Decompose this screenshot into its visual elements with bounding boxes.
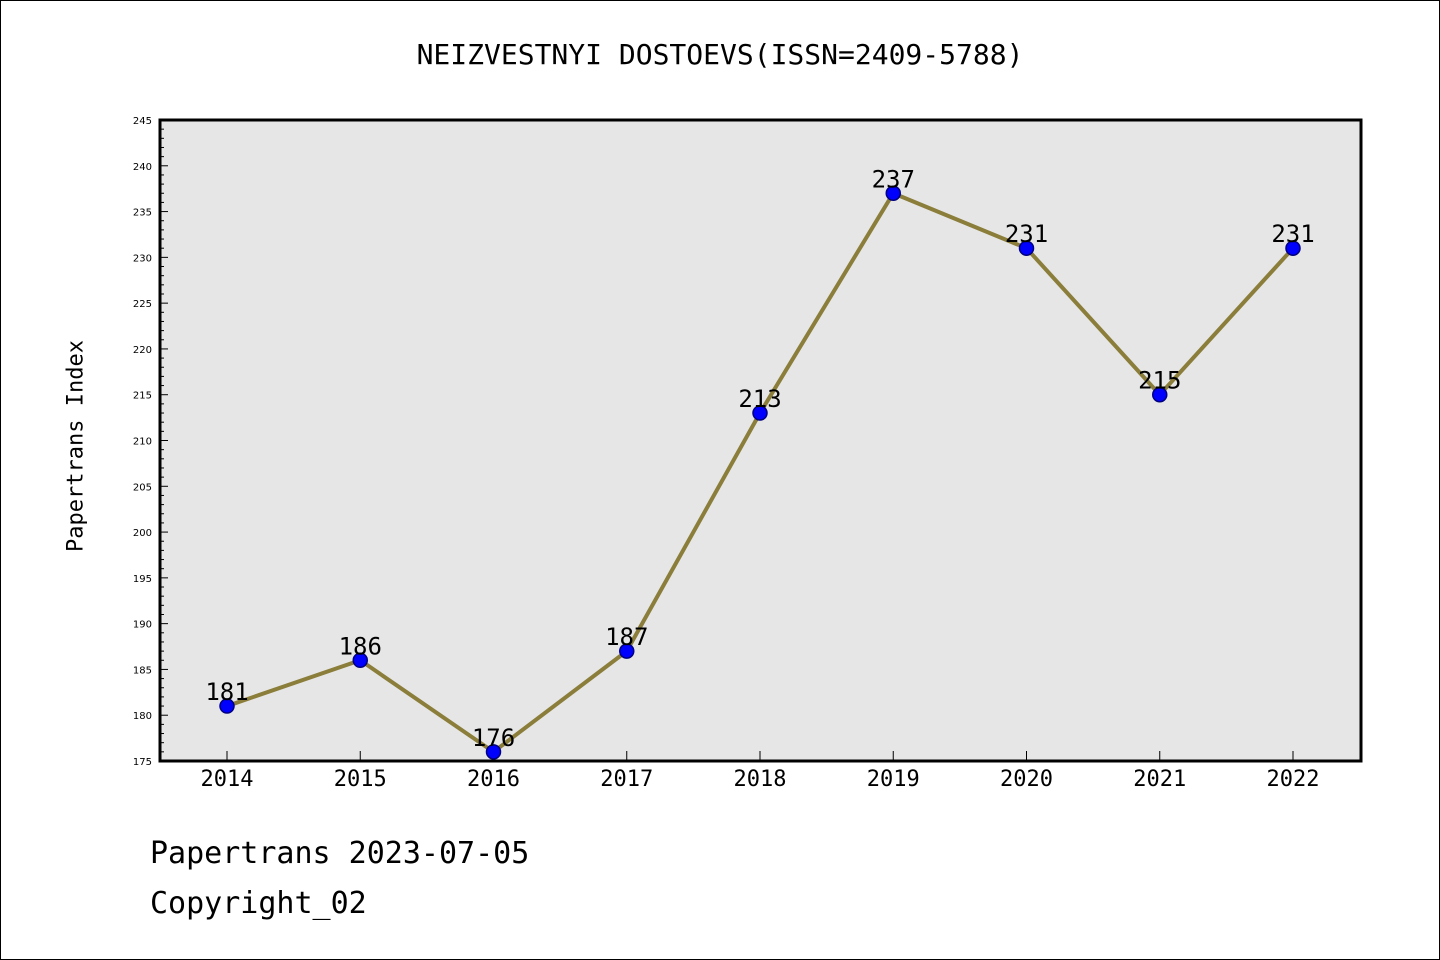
x-tick-label: 2019 — [867, 767, 920, 792]
x-tick-label: 2022 — [1267, 767, 1320, 792]
y-tick-label: 205 — [133, 482, 152, 493]
data-label: 231 — [1271, 220, 1314, 248]
x-tick-label: 2015 — [334, 767, 387, 792]
x-axis: 2014 2015 2016 2017 2018 2019 2020 2021 2022 — [201, 751, 1320, 792]
y-tick-label: 195 — [133, 574, 152, 585]
y-tick-label: 200 — [133, 528, 152, 539]
data-point — [619, 643, 635, 659]
data-label: 213 — [738, 385, 781, 413]
plot-area — [158, 118, 1363, 763]
data-point — [485, 744, 502, 760]
x-tick-label: 2020 — [1000, 767, 1053, 792]
y-tick-label: 230 — [133, 253, 152, 264]
x-tick-label: 2016 — [467, 767, 520, 792]
series-layer — [219, 185, 1301, 760]
y-tick-label: 190 — [133, 620, 152, 631]
data-label: 215 — [1138, 367, 1181, 395]
data-labels-layer: 181 186 176 187 213 237 231 215 231 — [205, 165, 1314, 752]
y-tick-label: 210 — [133, 437, 152, 448]
data-point — [1285, 240, 1301, 256]
y-tick-label: 235 — [133, 208, 152, 219]
y-tick-label: 220 — [133, 345, 152, 356]
y-tick-label: 180 — [133, 711, 152, 722]
data-label: 237 — [872, 165, 915, 193]
x-tick-label: 2021 — [1133, 767, 1186, 792]
data-label: 231 — [1005, 220, 1048, 248]
data-point — [752, 405, 768, 421]
x-tick-label: 2014 — [201, 767, 254, 792]
data-point — [1152, 386, 1168, 403]
y-tick-label: 185 — [133, 665, 152, 676]
y-tick-label: 240 — [133, 162, 152, 173]
x-tick-label: 2017 — [600, 767, 653, 792]
y-tick-label: 245 — [133, 116, 152, 127]
y-axis: 175 180 185 190 195 200 205 210 215 220 225 230 235 2… — [133, 116, 168, 768]
x-tick-label: 2018 — [734, 767, 787, 792]
data-label: 176 — [472, 724, 515, 752]
y-tick-label: 175 — [133, 757, 152, 768]
footer-date: Papertrans 2023-07-05 — [150, 836, 530, 871]
data-label: 187 — [605, 623, 648, 651]
y-tick-label: 215 — [133, 391, 152, 402]
data-label: 181 — [205, 678, 248, 706]
data-point — [219, 698, 235, 714]
footer-copyright: Copyright_02 — [150, 886, 367, 921]
data-label: 186 — [339, 632, 382, 660]
data-point — [1018, 240, 1035, 256]
data-point — [352, 652, 368, 669]
chart-title: NEIZVESTNYI DOSTOEVS(ISSN=2409-5788) — [416, 38, 1024, 71]
y-tick-label: 225 — [133, 299, 152, 310]
data-point — [885, 185, 901, 202]
